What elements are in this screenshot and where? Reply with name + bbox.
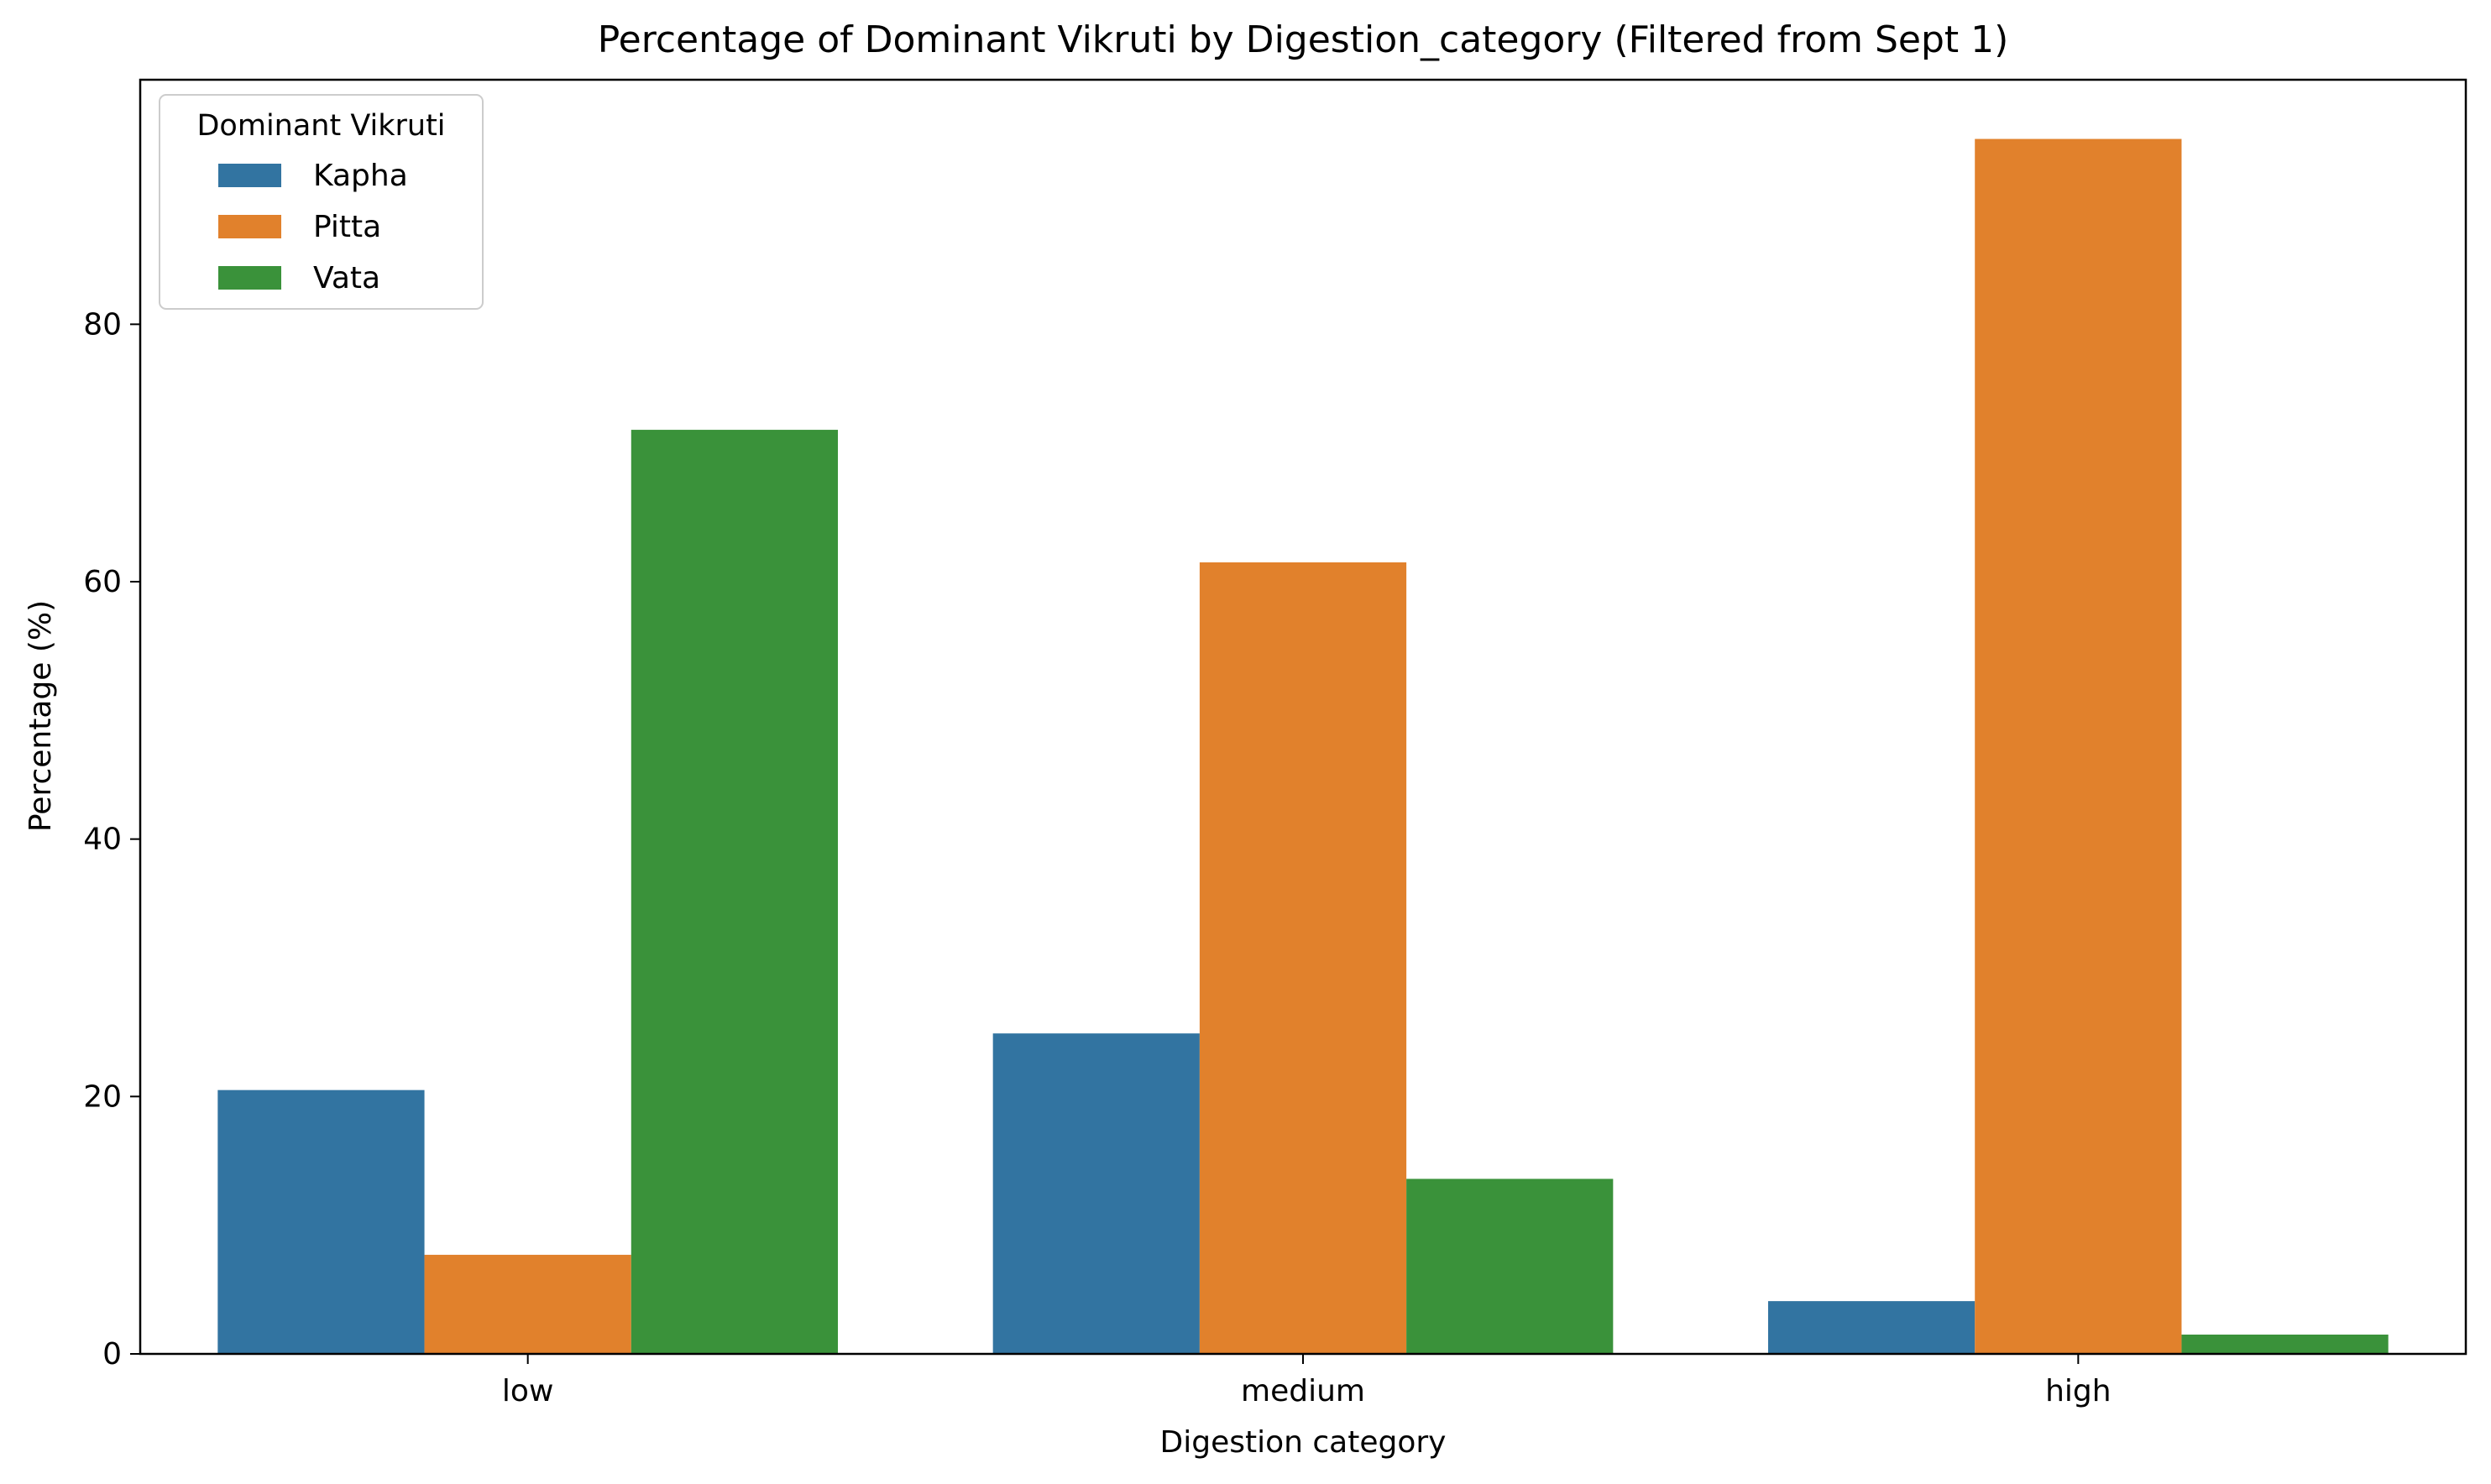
y-tick-label: 0 xyxy=(102,1337,122,1372)
legend-title: Dominant Vikruti xyxy=(196,109,445,143)
x-tick-label-medium: medium xyxy=(1241,1374,1365,1408)
bar-pitta-high xyxy=(1975,138,2182,1355)
legend-label-vata: Vata xyxy=(313,261,380,295)
plot-frame xyxy=(139,78,2467,1356)
legend: Dominant Vikruti Kapha Pitta Vata xyxy=(159,94,484,310)
bar-vata-medium xyxy=(1406,1178,1614,1354)
x-tick-label-high: high xyxy=(2045,1374,2112,1408)
bars-group xyxy=(217,138,2389,1355)
legend-box xyxy=(159,94,484,310)
x-tick-label-low: low xyxy=(502,1374,553,1408)
x-axis: low medium high xyxy=(502,1354,2112,1408)
bar-kapha-low xyxy=(217,1089,425,1354)
bar-kapha-high xyxy=(1768,1301,1976,1354)
bar-pitta-low xyxy=(424,1254,631,1354)
legend-label-kapha: Kapha xyxy=(313,159,408,193)
legend-swatch-vata xyxy=(218,266,281,290)
y-tick-label: 40 xyxy=(83,823,122,857)
bar-vata-high xyxy=(2181,1335,2389,1354)
y-axis: 0 20 40 60 80 xyxy=(83,307,140,1372)
legend-label-pitta: Pitta xyxy=(313,210,381,244)
chart-title: Percentage of Dominant Vikruti by Digest… xyxy=(598,18,2009,61)
legend-swatch-pitta xyxy=(218,215,281,238)
legend-swatch-kapha xyxy=(218,164,281,187)
bar-kapha-medium xyxy=(992,1033,1200,1354)
y-tick-label: 80 xyxy=(83,307,122,342)
x-axis-label: Digestion category xyxy=(1160,1425,1447,1460)
bar-pitta-medium xyxy=(1199,562,1407,1354)
y-tick-label: 60 xyxy=(83,565,122,599)
bar-vata-low xyxy=(631,430,838,1354)
y-axis-label: Percentage (%) xyxy=(24,600,58,832)
y-tick-label: 20 xyxy=(83,1079,122,1114)
